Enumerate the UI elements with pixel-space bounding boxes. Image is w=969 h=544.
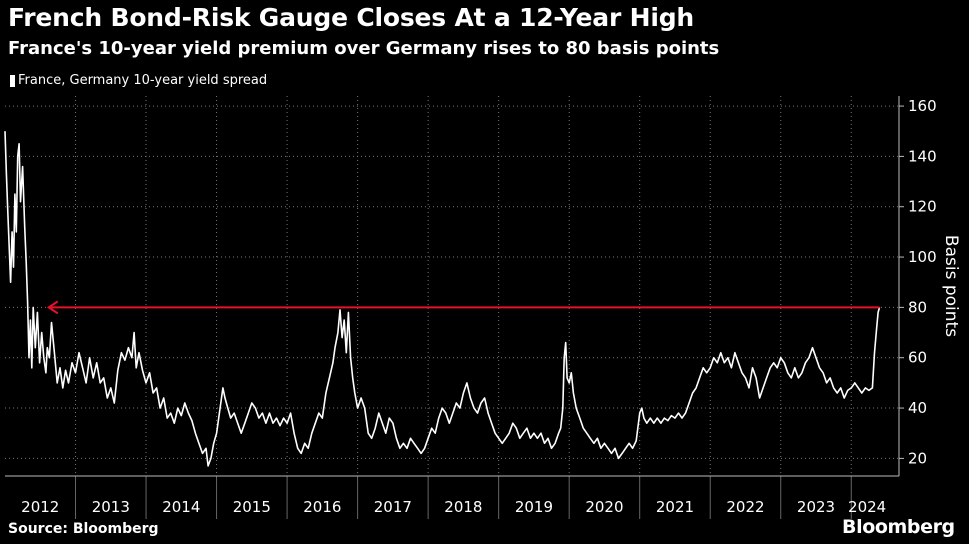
bloomberg-logo: Bloomberg	[842, 516, 955, 538]
x-tick-label: 2020	[585, 498, 623, 516]
spread-series-line	[4, 131, 881, 467]
x-tick-label: 2012	[21, 498, 59, 516]
y-tick-label: 120	[908, 198, 937, 216]
legend: France, Germany 10-year yield spread	[10, 73, 267, 88]
x-tick-label: 2016	[303, 498, 341, 516]
x-tick-label: 2015	[233, 498, 271, 516]
y-tick-label: 80	[908, 298, 927, 316]
y-tick-label: 20	[908, 449, 927, 467]
x-tick-label: 2023	[797, 498, 835, 516]
legend-swatch	[10, 74, 15, 87]
chart-subtitle: France's 10-year yield premium over Germ…	[8, 38, 720, 59]
chart-title: French Bond-Risk Gauge Closes At a 12-Ye…	[8, 3, 694, 32]
x-tick-label: 2021	[656, 498, 694, 516]
x-tick-label: 2013	[92, 498, 130, 516]
legend-label: France, Germany 10-year yield spread	[18, 73, 268, 88]
annotation-arrowhead	[46, 300, 59, 315]
y-tick-label: 40	[908, 399, 927, 417]
source-note: Source: Bloomberg	[8, 521, 159, 537]
y-tick-label: 100	[908, 248, 937, 266]
x-tick-label: 2018	[444, 498, 482, 516]
y-tick-label: 140	[908, 147, 937, 165]
x-tick-label: 2014	[162, 498, 200, 516]
y-tick-label: 160	[908, 97, 937, 115]
x-tick-label: 2024	[848, 498, 886, 516]
y-axis-title: Basis points	[941, 235, 961, 337]
y-tick-label: 60	[908, 349, 927, 367]
x-tick-label: 2019	[515, 498, 553, 516]
x-tick-label: 2022	[726, 498, 764, 516]
x-tick-label: 2017	[374, 498, 412, 516]
